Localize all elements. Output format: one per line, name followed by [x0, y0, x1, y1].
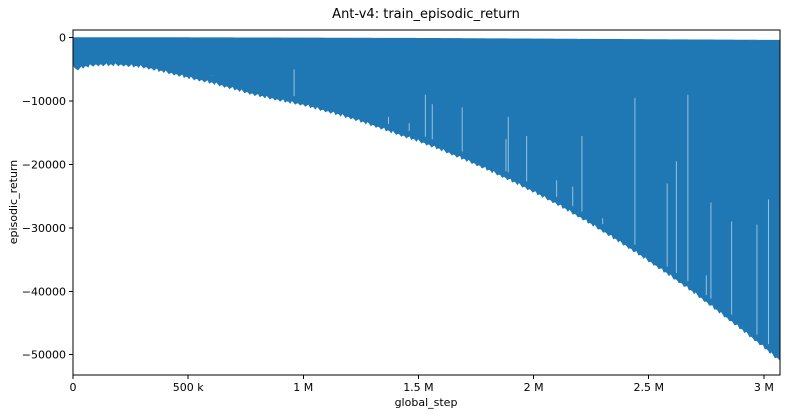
x-tick-label-5: 2.5 M — [633, 381, 663, 394]
y-axis-label: episodic_return — [7, 160, 20, 245]
x-tick-label-0: 0 — [70, 381, 77, 394]
x-tick-label-4: 2 M — [524, 381, 544, 394]
y-axis-ticks: 0 −10000 −20000 −30000 −40000 −50000 — [22, 32, 73, 362]
x-tick-label-1: 500 k — [173, 381, 204, 394]
y-tick-label-4: −40000 — [22, 285, 66, 298]
x-tick-label-6: 3 M — [754, 381, 774, 394]
y-tick-label-1: −10000 — [22, 95, 66, 108]
axes-frame — [72, 29, 781, 376]
y-tick-label-5: −50000 — [22, 349, 66, 362]
series-band-0 — [72, 37, 781, 362]
x-axis-ticks: 0 500 k 1 M 1.5 M 2 M 2.5 M 3 M — [70, 375, 774, 394]
y-tick-label-3: −30000 — [22, 222, 66, 235]
x-tick-label-2: 1 M — [293, 381, 313, 394]
plot-area — [72, 37, 781, 362]
x-axis-label: global_step — [395, 396, 458, 409]
y-tick-label-2: −20000 — [22, 158, 66, 171]
chart-title: Ant-v4: train_episodic_return — [332, 7, 520, 22]
y-tick-label-0: 0 — [59, 32, 66, 45]
x-tick-label-3: 1.5 M — [403, 381, 433, 394]
